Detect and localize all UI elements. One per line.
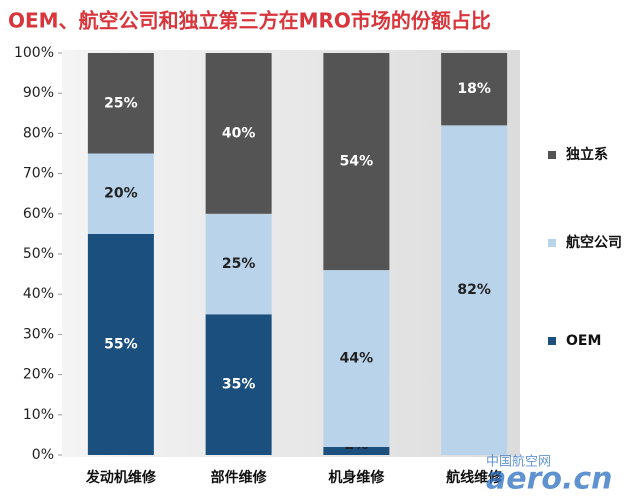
x-tick-label: 部件维修 <box>211 469 268 486</box>
bar-segment <box>441 53 508 126</box>
y-tick-label: 30% <box>23 326 54 342</box>
bar-segment <box>205 314 272 455</box>
legend-swatch <box>548 239 556 247</box>
bar-segment <box>441 125 508 456</box>
legend-label: 航空公司 <box>566 234 622 251</box>
watermark: 中国航空网 <box>486 454 551 470</box>
bar-segment <box>87 53 154 154</box>
data-label: 20% <box>104 186 138 202</box>
y-tick-label: 10% <box>23 407 54 423</box>
y-tick-label: 20% <box>23 367 54 383</box>
data-label: 44% <box>340 351 374 367</box>
bar-segment <box>323 53 390 271</box>
y-tick-label: 40% <box>23 286 54 302</box>
legend-label: OEM <box>566 333 601 349</box>
data-label: 35% <box>222 377 256 393</box>
y-tick-label: 0% <box>32 447 54 463</box>
data-label: 54% <box>340 154 374 170</box>
watermark: aero.cn <box>486 462 613 497</box>
legend-swatch <box>548 337 556 345</box>
y-tick-label: 80% <box>23 125 54 141</box>
y-tick-label: 90% <box>23 85 54 101</box>
bar-segment <box>87 233 154 455</box>
x-tick-label: 机身维修 <box>328 469 385 486</box>
legend-swatch <box>548 151 556 159</box>
x-tick-label: 航线维修 <box>446 469 503 486</box>
chart-title: OEM、航空公司和独立第三方在MRO市场的份额占比 <box>8 9 491 33</box>
data-label: 40% <box>222 125 256 141</box>
legend-label: 独立系 <box>566 146 608 163</box>
bar-segment <box>87 153 154 234</box>
y-tick-label: 60% <box>23 206 54 222</box>
data-label: 25% <box>222 256 256 272</box>
y-tick-label: 100% <box>14 45 54 61</box>
data-label: 25% <box>104 95 138 111</box>
data-label: 18% <box>457 81 491 97</box>
bar-segment <box>323 270 390 447</box>
data-label: 82% <box>457 282 491 298</box>
y-tick-label: 50% <box>23 246 54 262</box>
x-tick-label: 发动机维修 <box>85 469 157 486</box>
bar-segment <box>205 213 272 315</box>
data-label: 55% <box>104 336 138 352</box>
bar-segment <box>323 446 390 455</box>
y-tick-label: 70% <box>23 166 54 182</box>
bar-segment <box>205 53 272 214</box>
